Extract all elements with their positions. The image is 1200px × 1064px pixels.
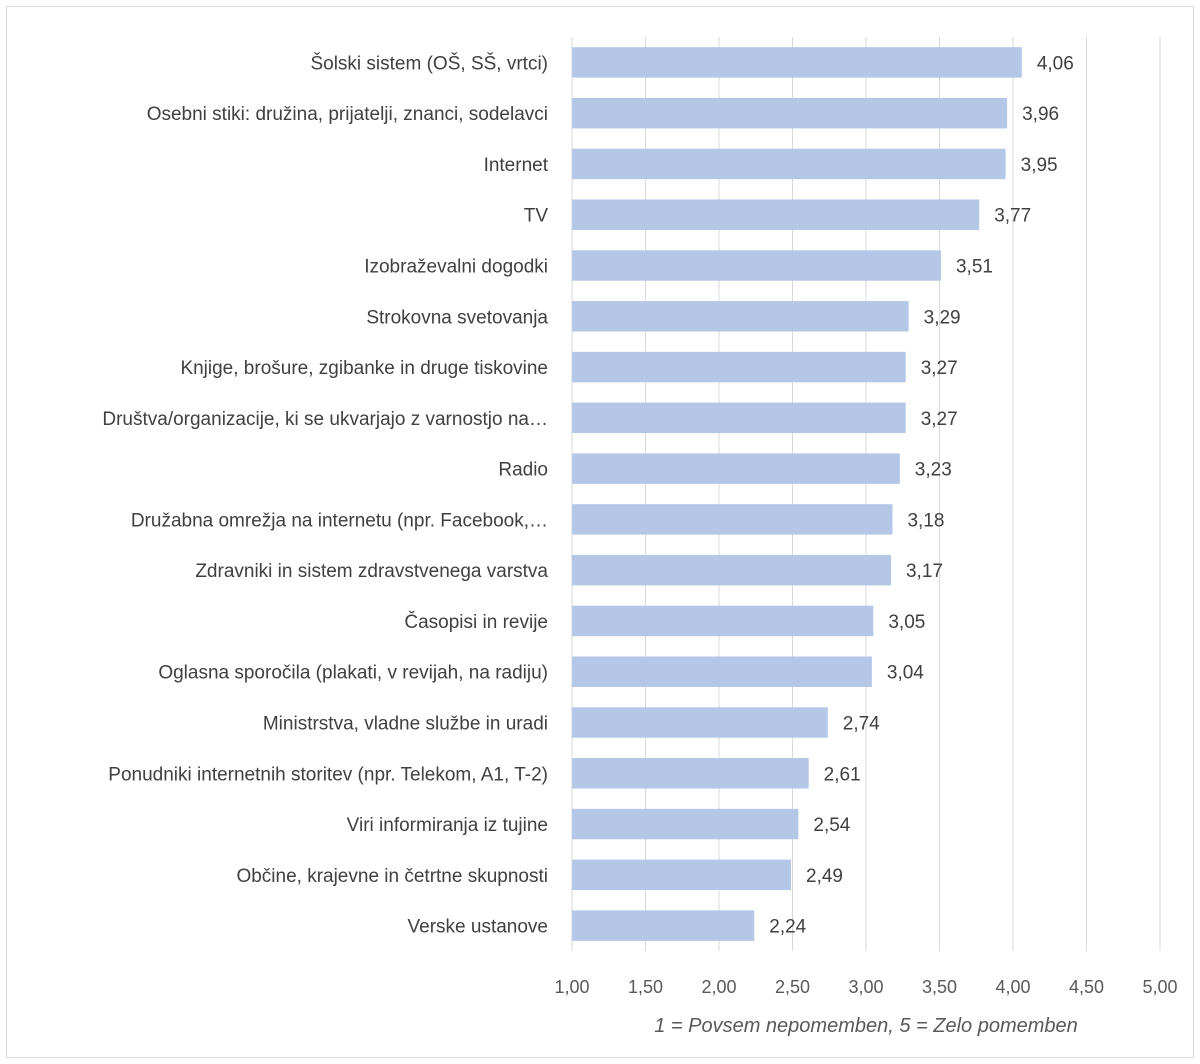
bar [572, 758, 809, 789]
value-label: 3,05 [888, 612, 925, 633]
value-labels: 4,06 3,96 3,95 3,77 3,51 3,29 3,27 3,27 3,23 3,18… [769, 53, 1074, 937]
category-label: Družabna omrežja na internetu (npr. Face… [131, 510, 548, 531]
category-label: Verske ustanove [408, 917, 548, 938]
bar [572, 656, 872, 687]
category-label: Šolski sistem (OŠ, SŠ, vrtci) [310, 52, 548, 74]
value-label: 3,27 [921, 358, 958, 379]
value-label: 2,54 [813, 815, 850, 836]
x-axis-title: 1 = Povsem nepomemben, 5 = Zelo pomemben [654, 1015, 1078, 1037]
x-axis-tick-labels: 1,00 1,50 2,00 2,50 3,00 3,50 4,00 4,50 5,00 [554, 977, 1177, 997]
value-label: 3,96 [1022, 104, 1059, 125]
bar [572, 453, 900, 484]
bar [572, 605, 874, 637]
category-label: Oglasna sporočila (plakati, v revijah, n… [158, 663, 548, 684]
value-label: 3,27 [921, 409, 958, 430]
category-label: TV [524, 206, 549, 227]
value-label: 3,77 [994, 206, 1031, 227]
bar [572, 808, 799, 840]
value-label: 3,23 [915, 460, 952, 481]
bar [572, 148, 1006, 180]
bar [572, 47, 1022, 78]
gridlines [571, 37, 1161, 951]
value-label: 2,24 [769, 917, 806, 938]
bar [572, 554, 891, 586]
x-tick-label: 2,00 [701, 977, 736, 997]
category-label: Strokovna svetovanja [366, 307, 548, 328]
bar [572, 250, 941, 281]
x-tick-label: 4,00 [995, 977, 1030, 997]
x-tick-label: 3,00 [848, 977, 883, 997]
bar [572, 910, 755, 941]
category-label: Osebni stiki: družina, prijatelji, znanc… [147, 104, 548, 125]
category-label: Internet [484, 155, 549, 176]
category-label: Radio [498, 460, 548, 481]
category-label: Društva/organizacije, ki se ukvarjajo z … [102, 409, 548, 430]
value-label: 2,61 [824, 764, 861, 785]
category-labels: Šolski sistem (OŠ, SŠ, vrtci) Osebni stik… [102, 52, 548, 937]
value-label: 3,18 [907, 510, 944, 531]
value-label: 3,17 [906, 561, 943, 582]
value-label: 2,74 [843, 714, 880, 735]
x-tick-label: 4,50 [1069, 977, 1104, 997]
x-tick-label: 3,50 [922, 977, 957, 997]
category-label: Ponudniki internetnih storitev (npr. Tel… [108, 764, 548, 785]
bar [572, 402, 906, 434]
bar [572, 859, 792, 891]
value-label: 3,29 [924, 307, 961, 328]
category-label: Izobraževalni dogodki [364, 257, 548, 278]
value-label: 3,04 [887, 663, 924, 684]
category-label: Časopisi in revije [404, 611, 548, 633]
bar [572, 707, 828, 738]
bar [572, 301, 909, 332]
bar [572, 351, 906, 383]
category-label: Občine, krajevne in četrtne skupnosti [236, 866, 548, 887]
category-label: Knjige, brošure, zgibanke in druge tisko… [180, 358, 548, 379]
category-label: Zdravniki in sistem zdravstvenega varstv… [195, 561, 548, 582]
value-label: 2,49 [806, 866, 843, 887]
value-label: 4,06 [1037, 53, 1074, 74]
value-label: 3,95 [1021, 155, 1058, 176]
x-tick-label: 1,50 [628, 977, 663, 997]
value-label: 3,51 [956, 257, 993, 278]
bar [572, 97, 1008, 129]
x-tick-label: 1,00 [554, 977, 589, 997]
category-label: Viri informiranja iz tujine [347, 815, 548, 836]
x-tick-label: 5,00 [1142, 977, 1177, 997]
bar [572, 199, 980, 230]
x-tick-label: 2,50 [775, 977, 810, 997]
category-label: Ministrstva, vladne službe in uradi [263, 714, 548, 735]
bars [572, 47, 1022, 941]
bar [572, 504, 893, 535]
